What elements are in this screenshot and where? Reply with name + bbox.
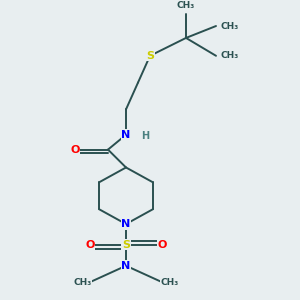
Text: O: O — [85, 240, 95, 250]
Text: H: H — [141, 131, 150, 141]
Text: O: O — [157, 240, 167, 250]
Text: CH₃: CH₃ — [160, 278, 178, 286]
Text: N: N — [122, 261, 130, 271]
Text: CH₃: CH₃ — [220, 51, 238, 60]
Text: S: S — [122, 240, 130, 250]
Text: S: S — [146, 51, 154, 61]
Text: N: N — [122, 219, 130, 229]
Text: O: O — [70, 145, 80, 154]
Text: CH₃: CH₃ — [177, 1, 195, 10]
Text: N: N — [122, 130, 130, 140]
Text: CH₃: CH₃ — [220, 22, 238, 31]
Text: CH₃: CH₃ — [74, 278, 92, 286]
